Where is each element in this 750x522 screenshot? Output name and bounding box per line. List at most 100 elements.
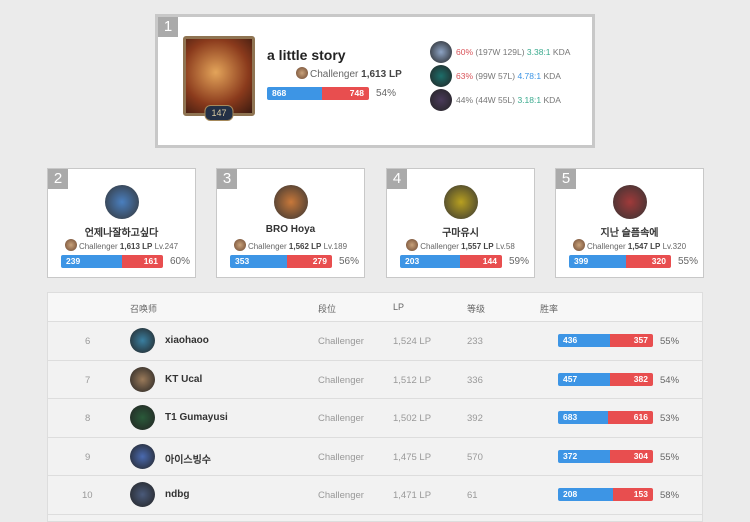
player-name[interactable]: BRO Hoya [265,224,316,235]
champ-kda: 3.18:1 [517,95,542,105]
lp-value: 1,557 LP [461,242,494,251]
table-body: 6 xiaohaoo Challenger 1,524 LP 233 436 35… [48,322,702,515]
losses: 304 [610,449,653,463]
player-name[interactable]: 아이스빙수 [165,454,211,466]
level: Lv.247 [154,242,179,251]
challenger-icon [572,239,585,251]
lp-value: 1,547 LP [627,242,661,251]
winloss-bar: 436 357 [558,334,653,347]
winloss-bar: 239 161 [61,255,163,268]
lp: 1,471 LP [393,490,432,501]
player-name[interactable]: a little story [267,47,346,63]
player-name[interactable]: KT Ucal [165,373,203,385]
wins: 203 [400,255,460,268]
level: Lv.189 [323,242,348,251]
level: 570 [467,451,483,463]
challenger-icon [64,239,77,251]
level: 61 [467,490,478,501]
rank-badge: 5 [556,169,576,189]
tier-info: Challenger 1,613 LP Lv.247 [48,239,195,251]
profile-icon [130,482,155,507]
challenger-icon [233,239,246,251]
table-row[interactable]: 8 T1 Gumayusi Challenger 1,502 LP 392 68… [48,399,702,438]
winloss-bar: 353 279 [230,255,332,268]
table-row[interactable]: 10 ndbg Challenger 1,471 LP 61 208 153 58… [48,476,702,515]
profile-icon [613,185,647,219]
winrate: 56% [339,256,360,267]
profile-portrait: 147 [183,36,255,121]
player-card[interactable]: 5 지난 슬픔속에 Challenger 1,547 LP Lv.320 399… [555,168,704,278]
winloss-bar: 683 616 [558,411,653,424]
table-header: 召唤师 段位 LP 等级 胜率 [48,293,702,322]
losses: 320 [625,255,671,268]
losses: 279 [286,255,332,268]
losses: 748 [321,87,369,100]
wins: 683 [558,411,608,424]
table-row[interactable]: 6 xiaohaoo Challenger 1,524 LP 233 436 35… [48,322,702,361]
rank: 10 [82,490,93,501]
most-champion[interactable]: 63% (99W 57L) 4.78:1 KDA [430,65,561,87]
winloss-bar: 372 304 [558,449,653,463]
wins: 239 [61,255,122,268]
wins: 868 [267,87,322,100]
winrate: 58% [660,490,680,501]
tier: Challenger [318,374,364,386]
most-champion[interactable]: 60% (197W 129L) 3.38:1 KDA [430,41,570,63]
tier: Challenger [318,413,364,424]
most-champion[interactable]: 44% (44W 55L) 3.18:1 KDA [430,89,561,111]
winloss-bar: 457 382 [558,372,653,386]
player-card[interactable]: 4 구마유시 Challenger 1,557 LP Lv.58 203 144 … [386,168,535,278]
winrate: 55% [660,451,680,463]
level: 233 [467,336,483,347]
player-card[interactable]: 3 BRO Hoya Challenger 1,562 LP Lv.189 35… [216,168,365,278]
winrate: 59% [509,256,530,267]
profile-icon [130,328,155,353]
rank: 9 [85,451,91,463]
rank: 6 [85,336,91,347]
tier-label: Challenger [586,242,626,251]
player-name[interactable]: ndbg [165,489,190,500]
winrate: 53% [660,413,680,424]
top-player-card[interactable]: 1 147 a little story Challenger 1,613 LP… [155,14,595,148]
table-row[interactable]: 9 아이스빙수 Challenger 1,475 LP 570 372 304 5… [48,438,702,476]
level: Lv.58 [495,242,515,251]
champ-record: (197W 129L) [475,47,525,57]
player-card[interactable]: 2 언제나잘하고싶다 Challenger 1,613 LP Lv.247 23… [47,168,196,278]
table-row[interactable]: 7 KT Ucal Challenger 1,512 LP 336 457 382… [48,361,702,399]
col-tier: 段位 [318,304,337,314]
player-name[interactable]: 지난 슬픔속에 [600,228,659,239]
rank-badge: 3 [217,169,237,189]
player-name[interactable]: 언제나잘하고싶다 [84,228,159,239]
kda-label: KDA [552,47,571,57]
winrate: 54% [376,88,397,99]
tier-label: Challenger [78,242,118,251]
tier-label: Challenger [420,242,459,251]
tier: Challenger [318,451,364,463]
losses: 357 [610,334,653,347]
losses: 616 [607,411,653,424]
tier-label: Challenger [310,69,359,80]
player-name[interactable]: T1 Gumayusi [165,412,228,423]
profile-icon [444,185,478,219]
lp-value: 1,613 LP [361,69,402,80]
profile-icon [274,185,308,219]
rank: 7 [85,374,91,386]
champ-winrate: 63% [456,71,474,81]
losses: 153 [612,488,653,501]
wins: 399 [569,255,626,268]
col-winrate: 胜率 [540,304,559,314]
winrate: 55% [678,256,699,267]
player-name[interactable]: xiaohaoo [165,335,209,346]
losses: 382 [609,372,653,386]
challenger-icon [296,67,308,79]
lp-value: 1,562 LP [288,242,322,251]
tier-info: Challenger 1,613 LP [296,67,402,80]
lp: 1,502 LP [393,413,432,424]
col-lp: LP [393,302,405,312]
champ-record: (99W 57L) [475,71,516,81]
lp: 1,512 LP [393,374,432,386]
profile-icon [130,405,155,430]
champ-kda: 4.78:1 [517,71,542,81]
profile-icon [130,443,155,469]
player-name[interactable]: 구마유시 [442,228,479,239]
